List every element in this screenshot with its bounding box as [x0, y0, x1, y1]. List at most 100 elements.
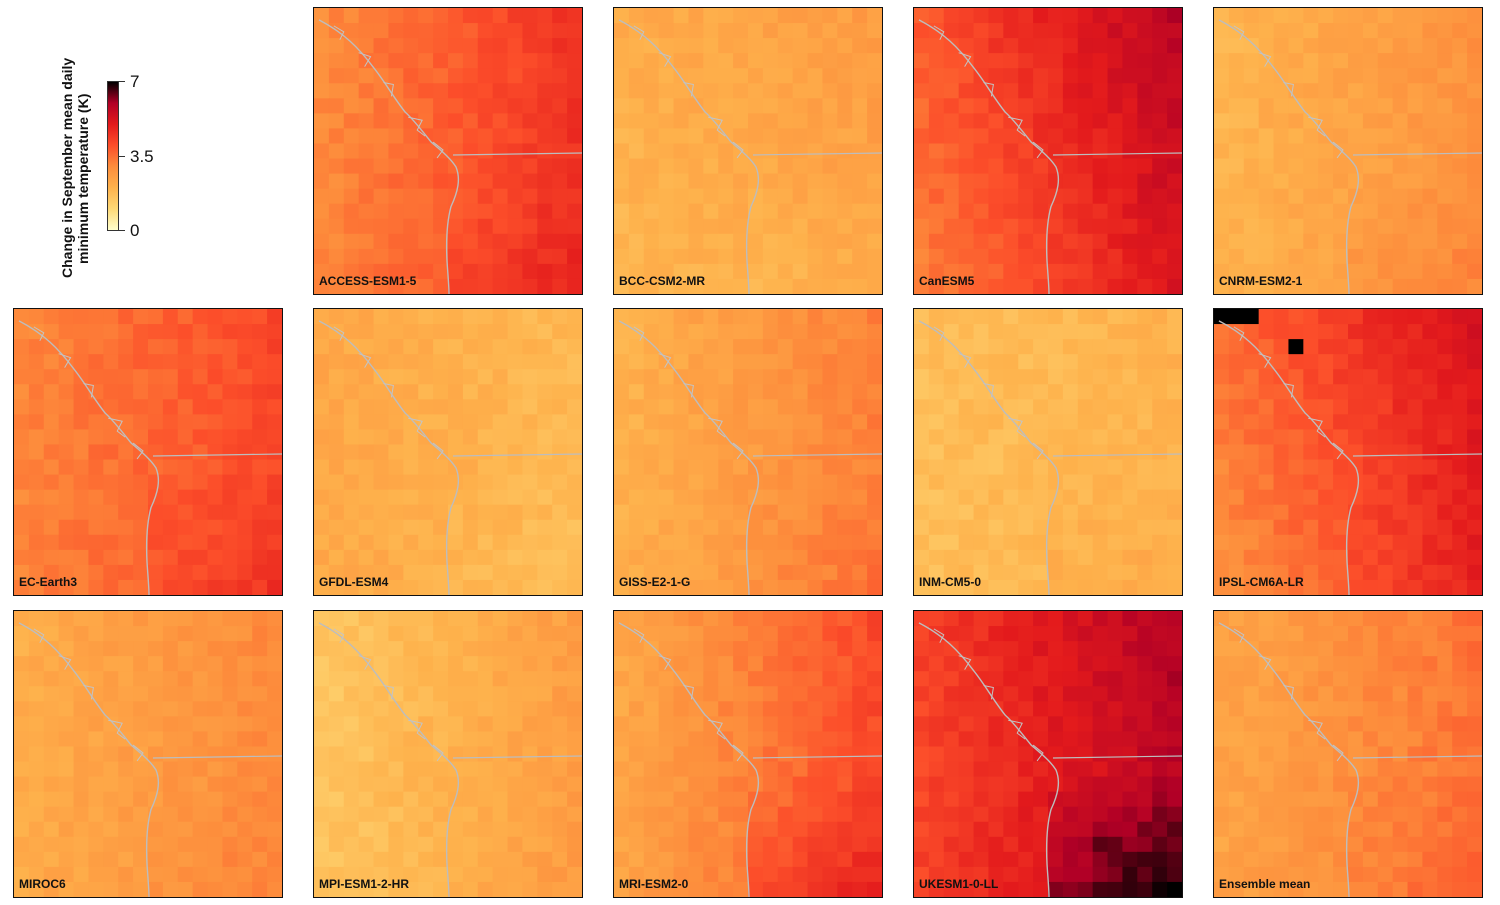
grid-cell	[1003, 776, 1019, 793]
grid-cell	[703, 444, 719, 461]
grid-cell	[373, 836, 390, 853]
grid-cell	[777, 504, 794, 521]
grid-cell	[943, 851, 960, 868]
grid-cell	[1137, 701, 1153, 717]
grid-cell	[1077, 686, 1094, 702]
grid-cell	[403, 414, 419, 431]
grid-cell	[448, 68, 464, 84]
grid-cell	[522, 671, 538, 687]
grid-cell	[1362, 83, 1379, 99]
grid-cell	[507, 821, 524, 838]
grid-cell	[1437, 701, 1453, 717]
grid-cell	[943, 519, 960, 536]
grid-cell	[1137, 761, 1153, 778]
grid-cell	[192, 444, 209, 461]
grid-cell	[252, 791, 268, 808]
grid-cell	[1407, 611, 1424, 627]
grid-cell	[1258, 98, 1275, 114]
grid-cell	[237, 474, 253, 491]
grid-cell	[973, 203, 990, 220]
grid-cell	[537, 881, 553, 897]
grid-cell	[852, 113, 868, 130]
grid-cell	[1228, 444, 1245, 461]
grid-cell	[1377, 489, 1394, 506]
grid-cell	[822, 836, 838, 853]
grid-cell	[1288, 38, 1304, 54]
grid-cell	[1452, 188, 1468, 205]
grid-cell	[358, 173, 375, 190]
grid-cell	[1062, 836, 1079, 853]
grid-cell	[207, 354, 224, 370]
grid-cell	[1048, 701, 1064, 717]
grid-cell	[522, 309, 538, 325]
grid-cell	[614, 776, 630, 793]
grid-cell	[1243, 656, 1260, 672]
grid-cell	[718, 23, 734, 39]
grid-cell	[314, 791, 330, 808]
grid-cell	[988, 8, 1004, 24]
grid-cell	[522, 806, 538, 823]
grid-cell	[1258, 866, 1275, 883]
grid-cell	[1437, 53, 1453, 69]
grid-cell	[462, 504, 479, 521]
grid-cell	[1062, 309, 1079, 325]
grid-cell	[943, 339, 960, 355]
grid-cell	[118, 459, 134, 476]
grid-cell	[1362, 851, 1379, 868]
grid-cell	[1018, 203, 1034, 220]
grid-cell	[1407, 83, 1424, 99]
grid-cell	[1422, 309, 1438, 325]
grid-cell	[1077, 263, 1094, 280]
grid-cell	[733, 278, 749, 294]
grid-cell	[492, 384, 509, 400]
grid-cell	[567, 233, 582, 250]
grid-cell	[252, 534, 268, 551]
grid-cell	[658, 444, 675, 461]
grid-cell	[14, 489, 30, 506]
grid-cell	[462, 324, 479, 340]
grid-cell	[448, 866, 464, 883]
grid-cell	[14, 746, 30, 763]
grid-cell	[1228, 248, 1245, 265]
grid-cell	[148, 776, 164, 793]
grid-cell	[852, 881, 868, 897]
grid-cell	[1467, 564, 1482, 581]
grid-cell	[1467, 504, 1482, 521]
grid-cell	[1228, 369, 1245, 385]
grid-cell	[552, 98, 568, 114]
grid-cell	[628, 579, 645, 595]
grid-cell	[1214, 263, 1230, 280]
map-grid	[1214, 611, 1482, 897]
grid-cell	[1003, 626, 1019, 642]
grid-cell	[1137, 641, 1153, 657]
grid-cell	[1214, 851, 1230, 868]
grid-cell	[58, 821, 75, 838]
grid-cell	[777, 429, 794, 446]
grid-cell	[222, 626, 238, 642]
grid-cell	[852, 83, 868, 99]
grid-cell	[673, 173, 690, 190]
grid-cell	[1467, 324, 1482, 340]
grid-cell	[688, 173, 704, 190]
grid-cell	[943, 38, 960, 54]
grid-cell	[614, 83, 630, 99]
grid-cell	[867, 851, 882, 868]
grid-cell	[177, 534, 194, 551]
grid-cell	[433, 113, 449, 130]
grid-cell	[43, 459, 60, 476]
grid-cell	[522, 701, 538, 717]
grid-cell	[703, 489, 719, 506]
grid-cell	[1452, 98, 1468, 114]
grid-cell	[988, 836, 1004, 853]
grid-cell	[552, 459, 568, 476]
grid-cell	[1167, 233, 1182, 250]
grid-cell	[614, 489, 630, 506]
grid-cell	[328, 459, 345, 476]
grid-cell	[343, 8, 360, 24]
grid-cell	[43, 354, 60, 370]
grid-cell	[462, 278, 479, 294]
grid-cell	[1362, 203, 1379, 220]
grid-cell	[177, 474, 194, 491]
grid-cell	[1033, 459, 1049, 476]
grid-cell	[418, 564, 434, 581]
